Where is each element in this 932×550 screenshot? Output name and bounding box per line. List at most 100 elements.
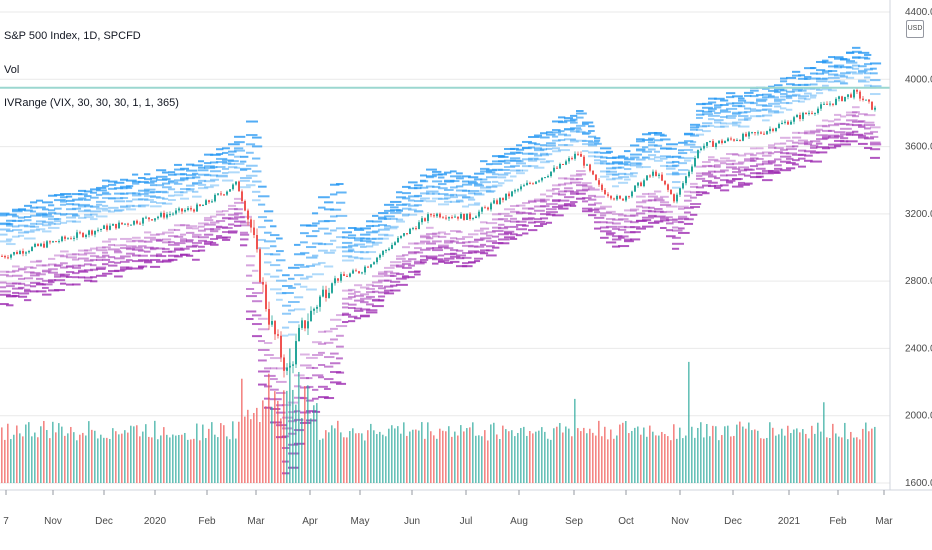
volume-bar [778, 434, 780, 483]
volume-bar [190, 439, 192, 483]
candle-body [838, 96, 840, 99]
candle-body [517, 189, 519, 191]
volume-bar [547, 438, 549, 483]
candle-body [58, 241, 60, 243]
volume-bar [73, 432, 75, 483]
candle-body [37, 243, 39, 247]
candle-body [199, 204, 201, 206]
candle-body [121, 222, 123, 225]
volume-bar [739, 421, 741, 483]
indicator-legend[interactable]: IVRange (VIX, 30, 30, 30, 1, 1, 365) [4, 97, 179, 109]
volume-bar [373, 430, 375, 483]
candle-body [424, 218, 426, 221]
volume-bar [250, 419, 252, 483]
volume-bar [301, 417, 303, 483]
volume-bar [871, 428, 873, 483]
volume-bar [802, 429, 804, 483]
volume-bar [688, 361, 690, 483]
volume-bar [577, 428, 579, 483]
volume-bar [199, 440, 201, 483]
candle-body [421, 218, 423, 223]
candle-body [685, 176, 687, 184]
currency-button[interactable]: USD [906, 20, 924, 38]
volume-bar [313, 405, 315, 483]
candle-body [133, 220, 135, 225]
volume-bar [772, 427, 774, 483]
volume-bar [682, 438, 684, 483]
candle-body [91, 230, 93, 235]
volume-bar [490, 424, 492, 483]
candle-body [475, 216, 477, 219]
volume-bar [457, 435, 459, 483]
candle-body [667, 184, 669, 190]
volume-bar [430, 431, 432, 483]
volume-bar [727, 425, 729, 483]
volume-bar [175, 435, 177, 483]
candle-body [208, 200, 210, 203]
candle-body [856, 89, 858, 92]
candle-body [79, 232, 81, 234]
candle-body [412, 228, 414, 230]
volume-bar [202, 424, 204, 483]
candle-body [280, 335, 282, 358]
candle-body [400, 235, 402, 238]
volume-bar [829, 438, 831, 483]
price-axis[interactable]: 4400.00 4000.00 3600.00 3200.00 2800.00 2400.… [905, 7, 932, 489]
volume-bar [736, 424, 738, 483]
volume-bar [379, 431, 381, 483]
volume-bar [304, 386, 306, 483]
volume-bar [574, 398, 576, 483]
volume-bar [775, 435, 777, 483]
volume-bar [217, 437, 219, 483]
candle-body [40, 243, 42, 247]
volume-bar [22, 436, 24, 483]
volume-bar [643, 427, 645, 483]
candle-body [148, 217, 150, 220]
volume-bar [127, 432, 129, 483]
candle-body [787, 121, 789, 125]
volume-bar [331, 425, 333, 483]
candle-body [319, 296, 321, 307]
candle-body [283, 357, 285, 371]
time-axis[interactable]: 7 Nov Dec 2020 Feb Mar Apr May Jun Jul Aug Sep Oct No… [3, 490, 893, 527]
price-tick-label: 3200.00 [905, 209, 932, 220]
candle-body [136, 220, 138, 224]
volume-bar [622, 422, 624, 483]
candle-body [409, 228, 411, 235]
volume-bar [817, 422, 819, 483]
candle-body [826, 103, 828, 105]
candle-body [853, 89, 855, 98]
candle-body [190, 208, 192, 210]
candle-body [10, 254, 12, 258]
volume-bar [469, 427, 471, 483]
volume-bar [838, 436, 840, 483]
candle-body [772, 128, 774, 131]
volume-bar [382, 434, 384, 483]
candle-body [463, 213, 465, 220]
volume-bar [76, 440, 78, 483]
volume-bar [100, 434, 102, 483]
volume-legend[interactable]: Vol [4, 64, 20, 76]
volume-bar [397, 426, 399, 483]
volume-bar [277, 400, 279, 483]
volume-bar [475, 435, 477, 483]
volume-bar [121, 433, 123, 483]
candle-body [814, 113, 816, 115]
candle-body [499, 198, 501, 204]
volume-bar [832, 423, 834, 483]
candle-body [67, 238, 69, 240]
volume-bar [679, 427, 681, 483]
candle-body [202, 205, 204, 207]
candle-body [868, 99, 870, 102]
candle-body [823, 103, 825, 105]
volume-bar [298, 371, 300, 483]
candle-body [223, 194, 225, 196]
candle-body [526, 182, 528, 186]
candle-body [799, 115, 801, 119]
candle-body [307, 321, 309, 329]
candle-body [238, 181, 240, 192]
symbol-legend[interactable]: S&P 500 Index, 1D, SPCFD [4, 30, 141, 42]
candle-body [703, 145, 705, 149]
candle-body [634, 185, 636, 192]
